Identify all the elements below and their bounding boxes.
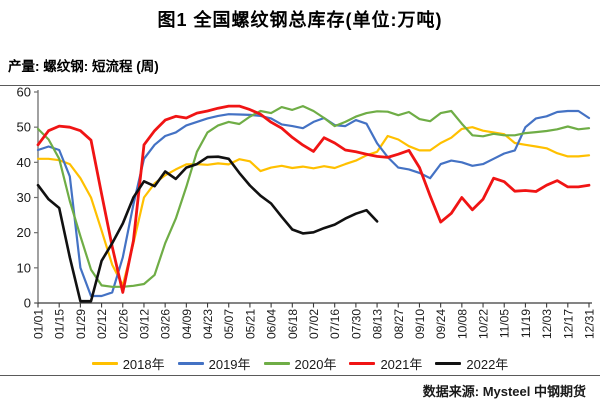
y-tick-label: 0 — [24, 296, 31, 311]
x-tick-label: 03/12 — [137, 309, 151, 339]
x-tick-label: 02/12 — [95, 309, 109, 339]
legend-label: 2020年 — [294, 357, 337, 372]
x-tick-label: 01/15 — [53, 309, 67, 339]
legend-item: 2019年 — [177, 354, 251, 373]
x-tick-label: 08/13 — [371, 309, 385, 339]
chart-title: 图1 全国螺纹钢总库存(单位:万吨) — [157, 10, 443, 30]
legend-line-swatch — [263, 362, 290, 365]
x-tick-label: 06/18 — [286, 309, 300, 339]
x-tick-label: 05/21 — [243, 309, 257, 339]
x-tick-label: 09/24 — [434, 309, 448, 339]
legend-line-swatch — [435, 362, 462, 365]
x-tick-label: 12/03 — [540, 309, 554, 339]
x-tick-label: 03/26 — [159, 309, 173, 339]
y-tick-label: 20 — [17, 225, 31, 240]
x-tick-label: 04/23 — [201, 309, 215, 339]
x-tick-label: 10/22 — [477, 309, 491, 339]
series-line-2020年 — [36, 105, 591, 288]
legend-line-swatch — [91, 362, 118, 365]
legend-label: 2019年 — [208, 357, 251, 372]
x-tick-label: 11/05 — [498, 309, 512, 338]
data-source-note: 数据来源: Mysteel 中钢期货 — [422, 384, 586, 399]
x-tick-label: 11/19 — [519, 309, 533, 338]
x-tick-label: 07/16 — [328, 309, 342, 339]
x-tick-label: 02/26 — [116, 309, 130, 339]
legend-item: 2020年 — [263, 354, 337, 373]
legend-line-swatch — [177, 362, 204, 365]
x-tick-label: 01/29 — [74, 309, 88, 339]
x-tick-label: 12/31 — [583, 309, 597, 339]
legend-item: 2021年 — [349, 354, 422, 373]
x-tick-label: 01/01 — [32, 309, 46, 339]
series-caption: 产量: 螺纹钢: 短流程 (周) — [8, 59, 159, 74]
y-tick-label: 30 — [17, 190, 31, 205]
legend-item: 2018年 — [91, 354, 165, 373]
series-line-2022年 — [36, 155, 379, 303]
legend-label: 2021年 — [380, 357, 423, 372]
x-tick-label: 07/02 — [307, 309, 321, 339]
y-tick-label: 10 — [17, 260, 31, 275]
legend-item: 2022年 — [435, 354, 508, 373]
top-divider — [0, 85, 600, 86]
y-tick-label: 40 — [17, 155, 31, 170]
x-tick-label: 10/08 — [455, 309, 469, 339]
figure-page: { "title": "图1 全国螺纹钢总库存(单位:万吨)", "subtit… — [0, 7, 600, 413]
bottom-divider — [0, 375, 600, 376]
x-tick-label: 08/27 — [392, 309, 406, 339]
x-tick-label: 07/30 — [349, 309, 363, 339]
legend-label: 2018年 — [122, 357, 165, 372]
rebar-inventory-line-chart: 0 10 20 30 40 50 60 01/01 01/15 01/29 02/12 02/26 03… — [17, 86, 597, 339]
x-tick-label: 06/04 — [265, 309, 279, 339]
series-line-2019年 — [36, 109, 591, 298]
x-tick-label: 09/10 — [413, 309, 427, 339]
legend-label: 2022年 — [466, 357, 509, 372]
y-tick-label: 50 — [17, 120, 31, 135]
series-line-2021年 — [36, 104, 591, 294]
chart-legend: 2018年 2019年 2020年 2021年 2022年 — [0, 355, 600, 372]
legend-line-swatch — [349, 362, 376, 365]
x-tick-label: 12/17 — [561, 309, 575, 339]
y-tick-label: 60 — [17, 86, 31, 100]
x-tick-label: 04/09 — [180, 309, 194, 339]
x-tick-label: 05/07 — [222, 309, 236, 339]
